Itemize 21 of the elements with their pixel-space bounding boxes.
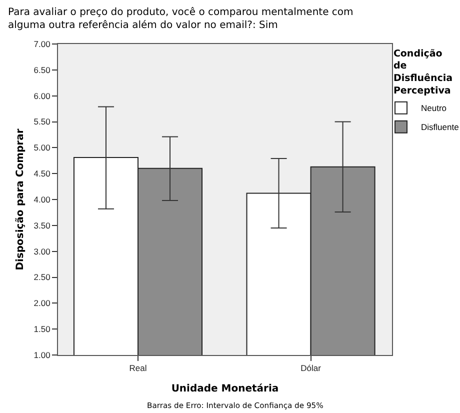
y-tick-label: 4.50 (34, 168, 51, 179)
y-tick-label: 4.00 (34, 194, 51, 204)
y-tick-label: 2.00 (34, 298, 51, 308)
y-tick-label: 3.00 (34, 246, 51, 256)
chart-title: Para avaliar o preço do produto, você o comparou mentalmente com alguma outra referência além do valor no email?: Sim (8, 7, 354, 31)
y-tick-label: 6.50 (34, 64, 51, 75)
y-tick-label: 1.00 (34, 350, 51, 360)
y-tick-label: 7.00 (34, 38, 51, 49)
y-tick-label: 6.00 (34, 90, 51, 101)
x-tick-label: Real (129, 363, 147, 374)
y-tick-label: 5.00 (34, 142, 51, 153)
y-axis-title: Disposição para Comprar (14, 128, 26, 270)
legend-label: Disfluente (421, 122, 460, 132)
x-axis-title: Unidade Monetária (171, 384, 279, 395)
y-tick-label: 2.50 (34, 272, 51, 282)
y-tick-label: 3.50 (34, 220, 51, 230)
legend-label: Neutro (421, 103, 447, 114)
legend-title: Condição de Disfluência Perceptiva (393, 48, 453, 96)
y-tick-label: 1.50 (34, 324, 51, 334)
x-tick-label: Dólar (300, 363, 322, 374)
y-tick-label: 5.50 (34, 116, 51, 127)
